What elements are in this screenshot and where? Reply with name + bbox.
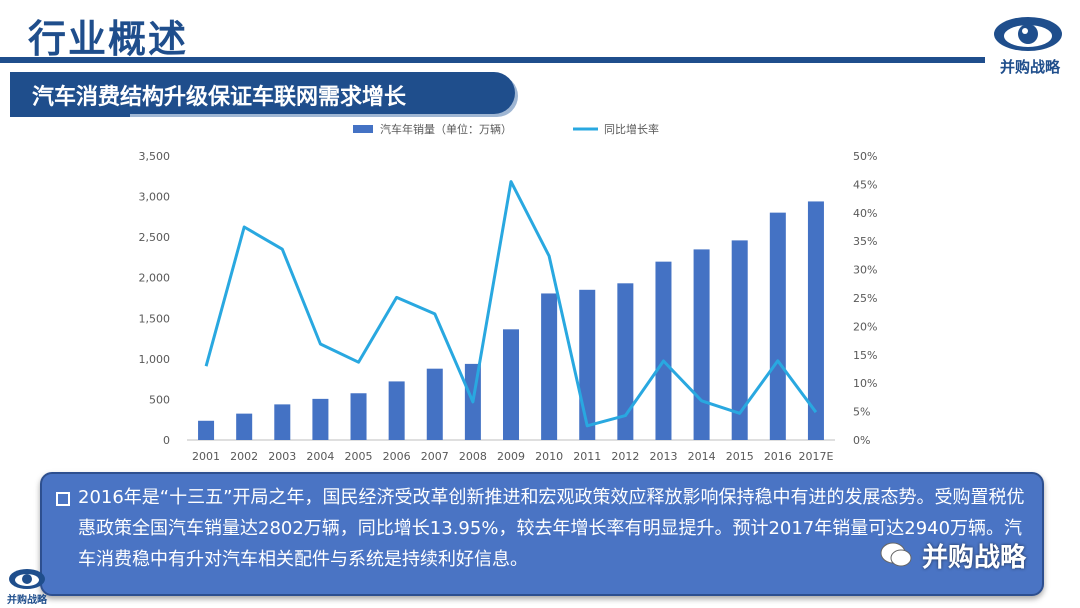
x-tick-label: 2016 bbox=[764, 450, 792, 463]
bar bbox=[426, 368, 443, 440]
bar bbox=[274, 404, 291, 440]
x-tick-label: 2002 bbox=[230, 450, 258, 463]
y-left-tick-label: 3,500 bbox=[139, 150, 171, 163]
eye-logo-icon bbox=[994, 17, 1062, 51]
x-tick-label: 2001 bbox=[192, 450, 220, 463]
y-right-tick-label: 25% bbox=[853, 292, 877, 305]
x-tick-label: 2017E bbox=[798, 450, 833, 463]
bar bbox=[617, 283, 634, 440]
x-tick-label: 2005 bbox=[345, 450, 373, 463]
sales-chart: 0 500 1,000 1,500 2,000 2,500 3,000 3,500 0% 5% 10… bbox=[139, 122, 878, 463]
bar bbox=[693, 249, 710, 440]
y-right-tick-label: 10% bbox=[853, 377, 877, 390]
x-tick-label: 2003 bbox=[268, 450, 296, 463]
x-tick-label: 2012 bbox=[611, 450, 639, 463]
page-title: 行业概述 bbox=[28, 17, 189, 61]
x-tick-label: 2010 bbox=[535, 450, 563, 463]
y-left-tick-label: 0 bbox=[163, 434, 170, 447]
legend-line-label: 同比增长率 bbox=[604, 122, 659, 136]
bar bbox=[502, 329, 520, 440]
y-left-tick-label: 1,500 bbox=[139, 312, 171, 325]
brand-logo: 并购战略 bbox=[988, 10, 1072, 84]
y-left-tick-label: 500 bbox=[149, 393, 170, 406]
x-tick-label: 2013 bbox=[649, 450, 677, 463]
info-text: 2016年是“十三五”开局之年，国民经济受改革创新推进和宏观政策效应释放影响保持… bbox=[78, 487, 1025, 570]
y-right-tick-label: 40% bbox=[853, 207, 877, 220]
growth-rate-line bbox=[204, 180, 818, 428]
bar bbox=[236, 413, 253, 440]
section-banner: 汽车消费结构升级保证车联网需求增长 bbox=[10, 72, 515, 114]
y-right-tick-label: 50% bbox=[853, 150, 877, 163]
bottom-logo-text: 并购战略 bbox=[7, 595, 47, 606]
y-right-tick-label: 30% bbox=[853, 264, 877, 277]
bar bbox=[769, 212, 786, 440]
wechat-icon bbox=[880, 542, 912, 567]
x-tick-label: 2008 bbox=[459, 450, 487, 463]
info-box: 2016年是“十三五”开局之年，国民经济受改革创新推进和宏观政策效应释放影响保持… bbox=[40, 472, 1044, 596]
legend-bar-label: 汽车年销量（单位：万辆） bbox=[380, 122, 512, 136]
logo-text: 并购战略 bbox=[999, 58, 1060, 76]
x-tick-label: 2011 bbox=[573, 450, 601, 463]
banner-text: 汽车消费结构升级保证车联网需求增长 bbox=[32, 85, 407, 110]
x-tick-label: 2006 bbox=[383, 450, 411, 463]
x-tick-label: 2015 bbox=[726, 450, 754, 463]
legend-bar-swatch bbox=[353, 125, 373, 133]
bar bbox=[198, 420, 215, 440]
y-left-tick-label: 1,000 bbox=[139, 353, 171, 366]
bar bbox=[541, 293, 558, 440]
bottom-logo: 并购战略 bbox=[5, 566, 49, 606]
y-left-tick-label: 2,500 bbox=[139, 231, 171, 244]
y-left-tick-label: 2,000 bbox=[139, 272, 171, 285]
bar bbox=[312, 398, 329, 440]
y-right-tick-label: 35% bbox=[853, 235, 877, 248]
x-tick-label: 2007 bbox=[421, 450, 449, 463]
bar bbox=[731, 240, 748, 440]
bullet-icon bbox=[56, 492, 70, 506]
watermark-text: 并购战略 bbox=[922, 543, 1027, 573]
bar bbox=[807, 201, 824, 440]
bar bbox=[388, 381, 405, 440]
y-right-tick-label: 20% bbox=[853, 320, 877, 333]
x-tick-label: 2004 bbox=[306, 450, 334, 463]
y-right-tick-label: 45% bbox=[853, 178, 877, 191]
y-right-tick-label: 0% bbox=[853, 434, 870, 447]
bar bbox=[655, 261, 672, 440]
y-right-tick-label: 5% bbox=[853, 406, 870, 419]
bar bbox=[350, 393, 367, 440]
y-left-tick-label: 3,000 bbox=[139, 191, 171, 204]
header-rule bbox=[0, 57, 985, 63]
eye-logo-small-icon bbox=[9, 569, 45, 589]
x-tick-label: 2014 bbox=[688, 450, 716, 463]
bar bbox=[579, 289, 596, 440]
x-tick-label: 2009 bbox=[497, 450, 525, 463]
y-right-tick-label: 15% bbox=[853, 349, 877, 362]
banner-underline bbox=[10, 114, 130, 117]
